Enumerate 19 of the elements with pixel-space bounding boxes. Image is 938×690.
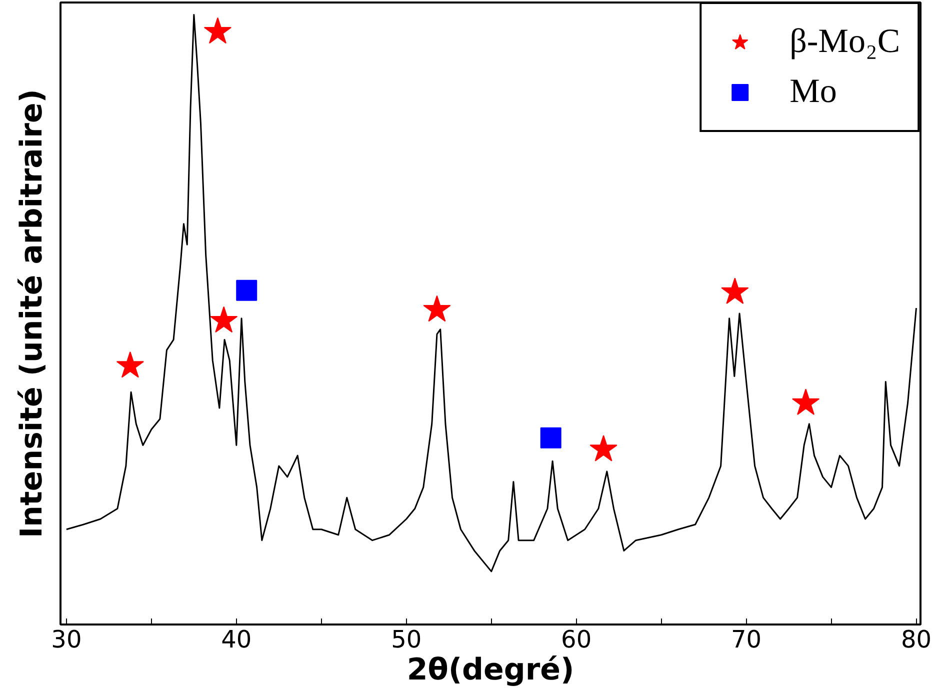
x-tick-label: 40 bbox=[221, 626, 252, 654]
x-tick-label: 80 bbox=[900, 626, 932, 654]
y-axis-title: Intensité (unité arbitraire) bbox=[14, 88, 50, 538]
point bbox=[116, 351, 144, 378]
point bbox=[792, 388, 820, 415]
point bbox=[204, 17, 232, 44]
x-tick-label: 30 bbox=[51, 626, 82, 654]
x-tick-label: 70 bbox=[731, 626, 762, 654]
legend-label: Mo bbox=[790, 73, 837, 111]
x-axis-title: 2θ(degré) bbox=[406, 652, 574, 688]
point bbox=[210, 306, 238, 333]
x-tick-label: 50 bbox=[391, 626, 422, 654]
point bbox=[540, 427, 562, 448]
legend-label: β-Mo₂C bbox=[790, 23, 900, 61]
point bbox=[423, 295, 451, 322]
point bbox=[590, 434, 618, 462]
point bbox=[721, 278, 749, 304]
x-tick-label: 60 bbox=[561, 626, 592, 654]
point bbox=[236, 280, 258, 301]
